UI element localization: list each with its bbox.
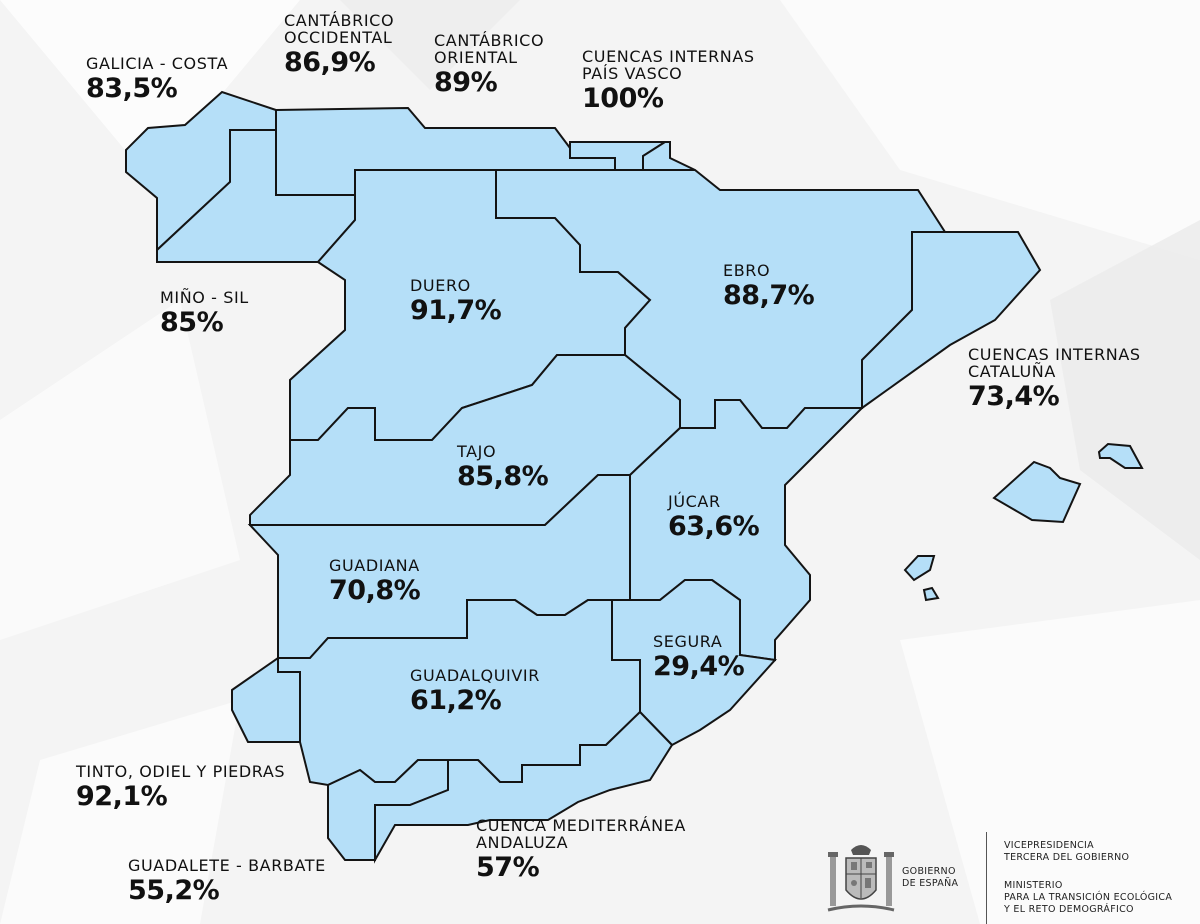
label-cuencas-internas-cataluna: CUENCAS INTERNAS CATALUÑA 73,4% <box>968 345 1141 412</box>
label-duero: DUERO 91,7% <box>410 276 502 326</box>
region-value: 70,8% <box>329 574 421 606</box>
label-cantabrico-occidental: CANTÁBRICO OCCIDENTAL 86,9% <box>284 11 395 78</box>
region-name: TAJO <box>457 442 497 461</box>
label-guadalquivir: GUADALQUIVIR 61,2% <box>410 666 540 716</box>
island-mallorca[interactable] <box>992 460 1082 524</box>
region-name: CUENCAS INTERNAS CATALUÑA <box>968 345 1141 381</box>
region-value: 57% <box>476 851 540 883</box>
ministerio-text: MINISTERIO PARA LA TRANSICIÓN ECOLÓGICA … <box>1004 880 1173 915</box>
region-value: 89% <box>434 66 498 98</box>
region-value: 86,9% <box>284 46 376 78</box>
region-value: 92,1% <box>76 780 168 812</box>
label-mediterranea-andaluza: CUENCA MEDITERRÁNEA ANDALUZA 57% <box>476 816 686 883</box>
region-name: EBRO <box>723 261 771 280</box>
region-name: CUENCAS INTERNAS PAÍS VASCO <box>582 47 755 83</box>
label-jucar: JÚCAR 63,6% <box>668 492 760 542</box>
basin-cuencas-internas-cataluna[interactable] <box>861 231 1042 410</box>
vicepresidencia-text: VICEPRESIDENCIA TERCERA DEL GOBIERNO <box>1004 840 1130 863</box>
basin-mediterranea-andaluza[interactable] <box>374 710 674 864</box>
region-name: CUENCA MEDITERRÁNEA ANDALUZA <box>476 816 686 852</box>
region-name: SEGURA <box>653 632 723 651</box>
region-name: GUADALQUIVIR <box>410 666 540 685</box>
region-value: 88,7% <box>723 279 815 311</box>
basin-tinto-odiel-piedras[interactable] <box>231 656 301 743</box>
region-value: 55,2% <box>128 874 220 906</box>
region-name: DUERO <box>410 276 471 295</box>
label-pais-vasco: CUENCAS INTERNAS PAÍS VASCO 100% <box>582 47 755 114</box>
region-value: 85,8% <box>457 460 549 492</box>
region-name: CANTÁBRICO OCCIDENTAL <box>284 11 395 47</box>
region-value: 83,5% <box>86 72 178 104</box>
region-value: 61,2% <box>410 684 502 716</box>
region-name: GUADIANA <box>329 556 420 575</box>
region-name: GALICIA - COSTA <box>86 54 229 73</box>
region-name: TINTO, ODIEL Y PIEDRAS <box>76 762 286 781</box>
government-logo: GOBIERNO DE ESPAÑA VICEPRESIDENCIA TERCE… <box>824 832 1194 924</box>
label-guadalete-barbate: GUADALETE - BARBATE 55,2% <box>128 856 326 906</box>
label-segura: SEGURA 29,4% <box>653 632 745 682</box>
region-name: MIÑO - SIL <box>160 288 249 307</box>
label-cantabrico-oriental: CANTÁBRICO ORIENTAL 89% <box>434 31 545 98</box>
region-value: 63,6% <box>668 510 760 542</box>
region-value: 29,4% <box>653 650 745 682</box>
region-value: 73,4% <box>968 380 1060 412</box>
region-value: 85% <box>160 306 224 338</box>
label-tinto-odiel-piedras: TINTO, ODIEL Y PIEDRAS 92,1% <box>76 762 286 812</box>
label-ebro: EBRO 88,7% <box>723 261 815 311</box>
island-ibiza[interactable] <box>903 555 936 582</box>
region-name: GUADALETE - BARBATE <box>128 856 326 875</box>
coat-of-arms-icon <box>827 845 895 912</box>
gobierno-text: GOBIERNO DE ESPAÑA <box>902 866 959 889</box>
footer-divider <box>986 832 987 924</box>
basin-mino-sil[interactable] <box>156 129 356 263</box>
region-name: JÚCAR <box>668 492 721 511</box>
label-mino-sil: MIÑO - SIL 85% <box>160 288 249 338</box>
island-menorca[interactable] <box>1097 442 1144 469</box>
region-value: 100% <box>582 82 664 114</box>
region-name: CANTÁBRICO ORIENTAL <box>434 31 545 67</box>
region-value: 91,7% <box>410 294 502 326</box>
label-tajo: TAJO 85,8% <box>457 442 549 492</box>
island-formentera[interactable] <box>922 586 940 602</box>
label-galicia-costa: GALICIA - COSTA 83,5% <box>86 54 229 104</box>
label-guadiana: GUADIANA 70,8% <box>329 556 421 606</box>
